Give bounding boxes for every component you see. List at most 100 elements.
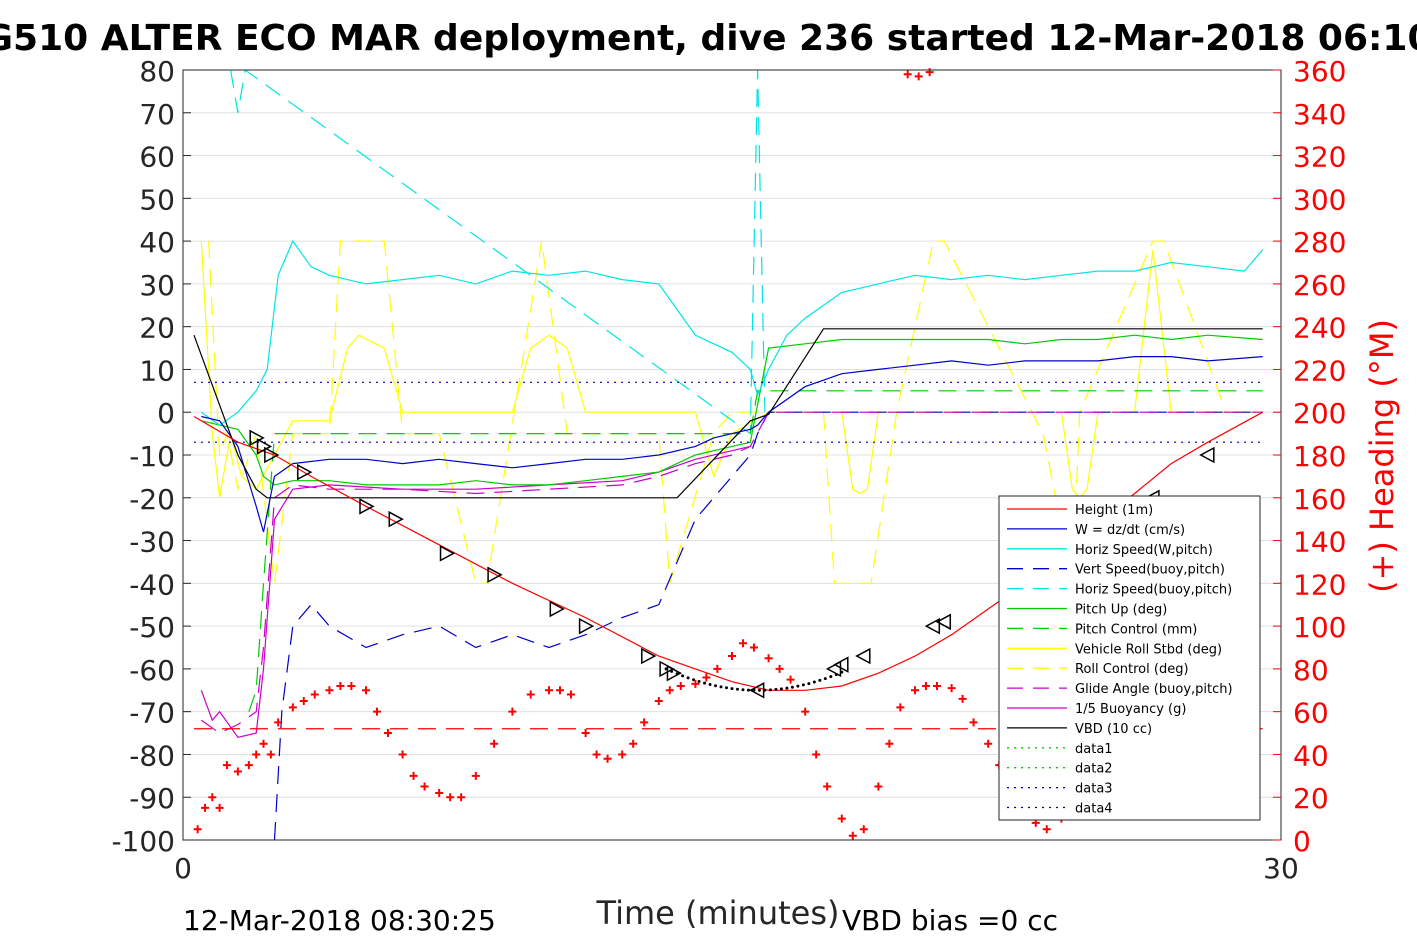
heading-point [372, 707, 381, 716]
heading-point [490, 739, 499, 748]
left-y-axis: 80 70 60 50 40 30 20 10 0 -10 -20 -30 -40 -50 -60 -70 -8… [111, 55, 191, 858]
y-tick-label: -20 [129, 483, 175, 516]
heading-point [1042, 825, 1051, 834]
heading-point [471, 771, 480, 780]
depth-dot [681, 674, 685, 678]
heading-point [347, 682, 356, 690]
series-line-roll [200, 241, 1263, 499]
heading-point [911, 686, 919, 695]
heading-point [903, 70, 912, 79]
legend-label: Vehicle Roll Stbd (deg) [1075, 642, 1222, 657]
heading-point [208, 793, 217, 802]
right-y-axis: 3603403203002802602402202001801601401201… [1273, 55, 1346, 858]
series-line-vert [273, 411, 1263, 841]
depth-dot [730, 687, 734, 691]
depth-dot [790, 685, 794, 689]
heading-point [310, 690, 319, 699]
depth-dot [840, 670, 844, 674]
heading-point [969, 718, 978, 727]
heading-point [566, 690, 575, 699]
heading-point [984, 739, 993, 748]
depth-dot [774, 687, 778, 691]
heading-point [446, 793, 455, 802]
series-line-horiz_buoy [230, 68, 766, 435]
y-tick-label: 70 [139, 98, 175, 131]
depth-dot [697, 680, 701, 684]
heading-point [409, 771, 418, 780]
right-tick-label: 180 [1293, 440, 1346, 473]
legend-label: Horiz Speed(W,pitch) [1075, 543, 1213, 558]
heading-point [640, 718, 649, 727]
series-line-glide [200, 411, 1263, 734]
depth-dot [746, 688, 750, 692]
depth-dot [801, 683, 805, 687]
heading-point [629, 739, 638, 748]
depth-dot [741, 688, 745, 692]
legend-label: VBD (10 cc) [1075, 722, 1152, 737]
heading-point [222, 761, 231, 770]
heading-point [555, 686, 564, 695]
legend-label: data3 [1075, 782, 1113, 797]
right-tick-label: 340 [1293, 98, 1346, 131]
heading-point [274, 718, 283, 727]
depth-dot [670, 669, 674, 673]
heading-point [691, 679, 700, 688]
x-axis-label: Time (minutes) [596, 894, 840, 932]
right-axis-label: (+) Heading (°M) [1363, 319, 1401, 593]
heading-point [193, 825, 202, 834]
heading-point [618, 750, 627, 759]
heading-point [837, 814, 846, 823]
depth-dot [692, 678, 696, 682]
heading-point [581, 729, 590, 738]
depth-marker [924, 617, 941, 635]
heading-point [925, 68, 934, 77]
depth-marker [549, 600, 565, 618]
heading-point [859, 825, 868, 834]
right-tick-label: 100 [1293, 611, 1346, 644]
y-tick-label: 10 [139, 354, 175, 387]
x-axis: 0 30 [174, 832, 1299, 885]
y-tick-label: -70 [129, 697, 175, 730]
depth-marker [439, 545, 456, 562]
depth-dot [752, 688, 756, 692]
y-tick-label: -60 [129, 654, 175, 687]
y-tick-label: -40 [129, 568, 175, 601]
heading-point [801, 707, 810, 716]
heading-point [266, 750, 275, 759]
right-tick-label: 260 [1293, 269, 1346, 302]
legend: Height (1m) W = dz/dt (cm/s) Horiz Speed(W… [998, 495, 1261, 821]
depth-dot [725, 686, 729, 690]
depth-dot [708, 682, 712, 686]
depth-dot [664, 667, 668, 671]
y-tick-label: 80 [139, 55, 175, 88]
heading-point [738, 639, 747, 648]
heading-point [325, 686, 334, 695]
heading-point [728, 652, 736, 661]
legend-label: data2 [1075, 762, 1113, 777]
depth-marker [388, 510, 404, 528]
depth-dot [818, 678, 822, 682]
heading-point [654, 696, 663, 705]
legend-label: Pitch Control (mm) [1075, 622, 1197, 637]
depth-dot [675, 672, 679, 676]
y-tick-label: -50 [129, 611, 175, 644]
depth-marker [359, 498, 375, 515]
legend-label: Height (1m) [1075, 503, 1153, 518]
heading-point [259, 739, 268, 748]
depth-dot [779, 687, 783, 691]
depth-marker [256, 438, 273, 455]
heading-point [200, 803, 209, 812]
depth-marker [1199, 446, 1215, 464]
heading-point [592, 750, 601, 759]
y-tick-label: -90 [129, 782, 175, 815]
y-tick-label: -30 [129, 526, 175, 559]
heading-point [299, 696, 308, 705]
heading-point [914, 72, 923, 81]
heading-point [874, 782, 883, 791]
chart-title: G510 ALTER ECO MAR deployment, dive 236 … [0, 18, 1417, 59]
depth-marker [641, 647, 657, 665]
depth-marker [659, 660, 675, 678]
right-tick-label: 280 [1293, 226, 1346, 259]
legend-label: W = dz/dt (cm/s) [1075, 523, 1185, 538]
depth-dot [834, 672, 838, 676]
